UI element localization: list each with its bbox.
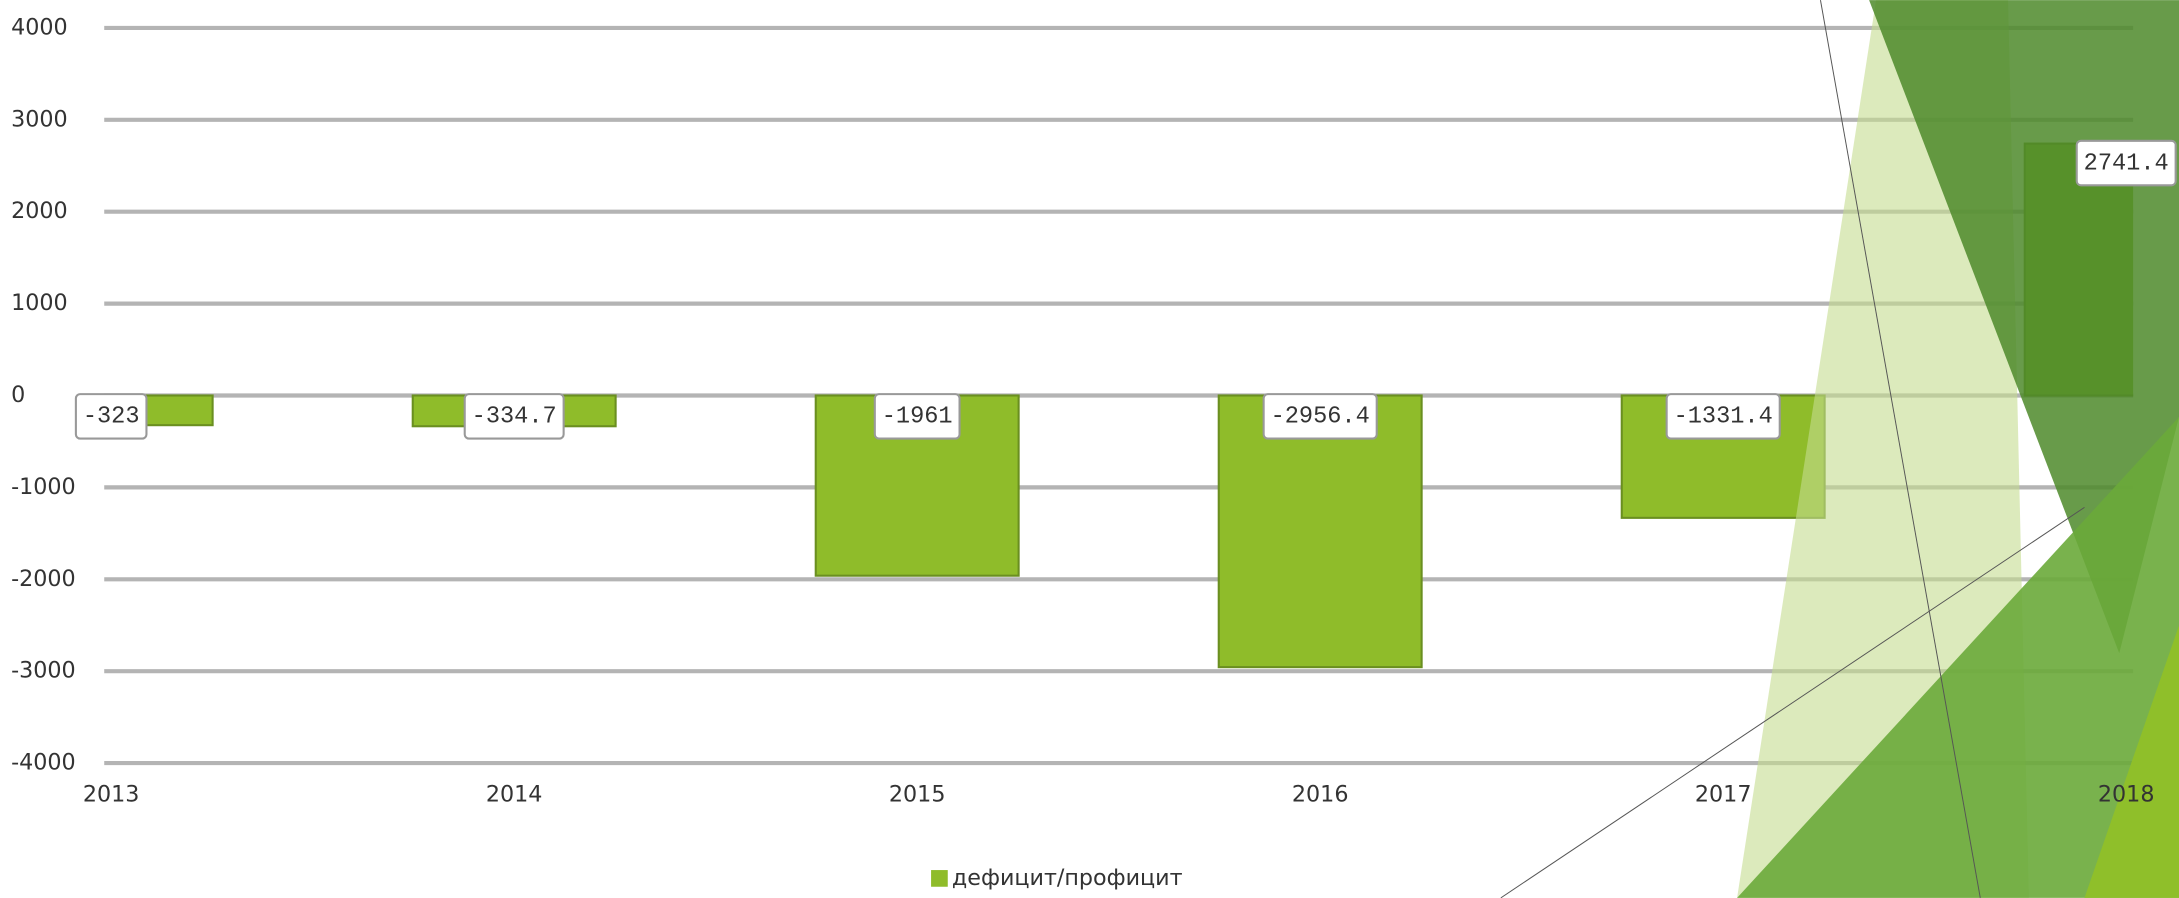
y-tick-label: -3000	[11, 658, 76, 684]
x-tick-label: 2015	[889, 782, 946, 808]
y-tick-label: 2000	[11, 198, 68, 224]
y-tick-label: -2000	[11, 566, 76, 592]
legend-swatch	[931, 870, 948, 887]
y-tick-label: -1000	[11, 474, 76, 500]
y-tick-label: 3000	[11, 106, 68, 132]
page: -4000 -3000 -2000 -1000 0 1000 2000 3000 4000 20…	[0, 0, 2179, 898]
y-tick-label: 0	[11, 382, 25, 408]
value-label: -323	[83, 404, 140, 431]
x-tick-label: 2017	[1695, 782, 1752, 808]
x-tick-label: 2013	[83, 782, 140, 808]
value-label: -2956.4	[1271, 404, 1370, 431]
value-label: -1961	[882, 404, 953, 431]
legend-label: дефицит/профицит	[952, 865, 1183, 891]
value-label: 2741.4	[2084, 150, 2169, 177]
y-tick-label: -4000	[11, 750, 76, 776]
value-label: -1331.4	[1674, 404, 1773, 431]
value-label: -334.7	[472, 404, 557, 431]
chart: -4000 -3000 -2000 -1000 0 1000 2000 3000 4000 20…	[0, 0, 2179, 898]
y-tick-label: 4000	[11, 14, 68, 40]
x-tick-label: 2016	[1292, 782, 1349, 808]
x-tick-label: 2014	[486, 782, 543, 808]
y-tick-label: 1000	[11, 290, 68, 316]
x-tick-label: 2018	[2098, 782, 2155, 808]
